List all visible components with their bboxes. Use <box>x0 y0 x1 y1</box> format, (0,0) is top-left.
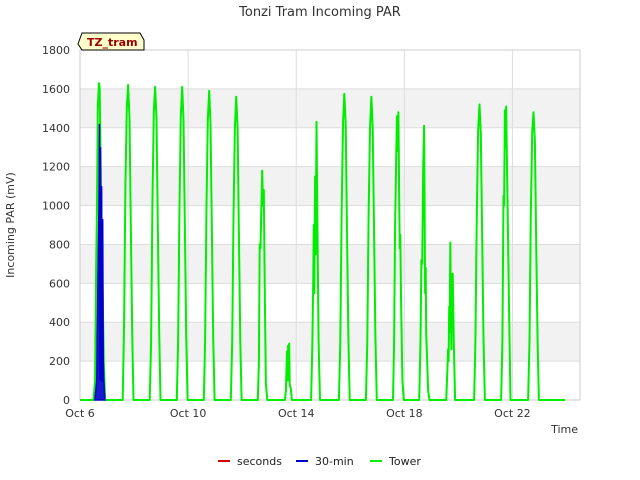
y-tick-label: 1600 <box>42 83 70 96</box>
series-line <box>80 82 566 401</box>
legend-item: seconds <box>218 455 282 468</box>
x-tick-label: Oct 22 <box>494 407 531 420</box>
y-tick-label: 0 <box>63 394 70 407</box>
chart-title: Tonzi Tram Incoming PAR <box>238 5 401 20</box>
x-tick-label: Oct 6 <box>65 407 95 420</box>
x-axis-ticks: Oct 6 Oct 10 Oct 14 Oct 18 Oct 22 <box>65 407 530 420</box>
y-axis-ticks: 0 200 400 600 800 1000 1200 1400 1600 1800 <box>42 44 70 407</box>
grid-band <box>80 166 580 206</box>
y-tick-label: 800 <box>49 238 70 251</box>
grid-band <box>80 244 580 284</box>
series-fill <box>94 123 106 401</box>
y-tick-label: 1000 <box>42 200 70 213</box>
y-axis-title: Incoming PAR (mV) <box>4 172 17 278</box>
background-bands <box>80 88 580 362</box>
y-tick-label: 1800 <box>42 44 70 57</box>
legend-item: 30-min <box>296 455 354 468</box>
annotation-box <box>77 32 145 51</box>
x-tick-label: Oct 10 <box>170 407 207 420</box>
y-tick-label: 600 <box>49 277 70 290</box>
x-axis-title: Time <box>550 423 578 436</box>
series-layer <box>80 82 566 401</box>
legend-label: seconds <box>237 455 282 468</box>
x-tick-label: Oct 18 <box>386 407 423 420</box>
annotation-label: TZ_tram <box>87 36 138 49</box>
y-tick-label: 200 <box>49 355 70 368</box>
series-30-min <box>94 123 106 401</box>
y-tick-label: 400 <box>49 316 70 329</box>
legend-item: Tower <box>370 455 421 468</box>
y-tick-label: 1200 <box>42 161 70 174</box>
y-tick-label: 1400 <box>42 122 70 135</box>
grid-band <box>80 88 580 128</box>
site-annotation: TZ_tram <box>77 32 145 51</box>
x-tick-label: Oct 14 <box>278 407 315 420</box>
grid-band <box>80 322 580 362</box>
legend-label: Tower <box>388 455 421 468</box>
legend-label: 30-min <box>315 455 354 468</box>
series-tower <box>80 82 566 401</box>
legend: seconds 30-min Tower <box>218 455 421 468</box>
